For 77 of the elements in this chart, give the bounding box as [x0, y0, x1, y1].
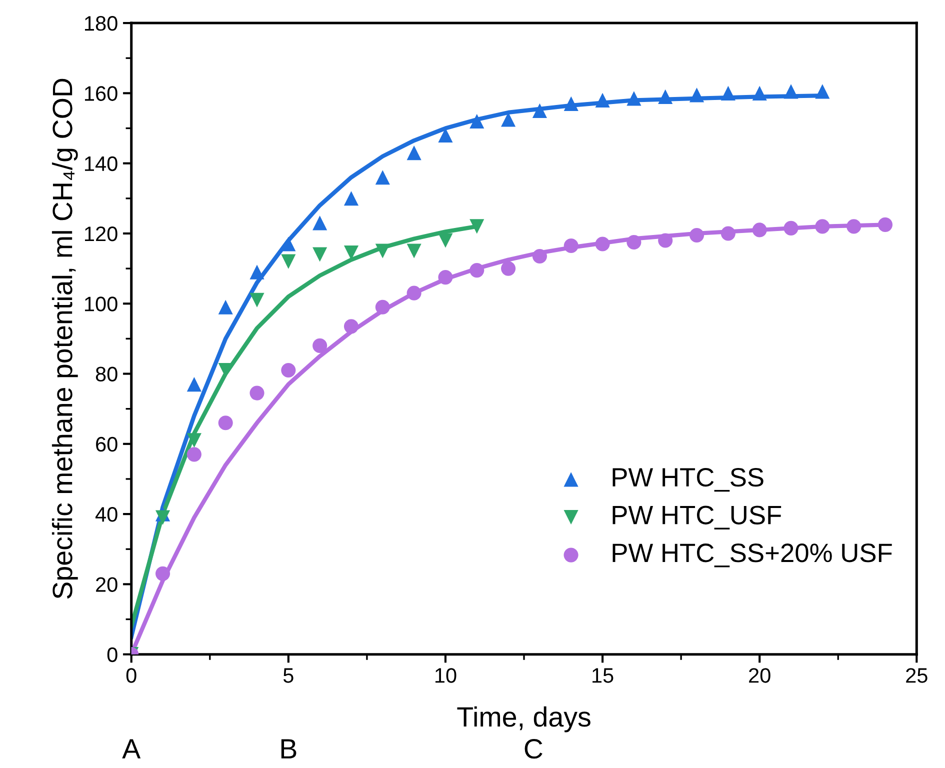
point — [186, 377, 202, 392]
point — [501, 112, 516, 127]
point — [312, 216, 328, 230]
legend-label: PW HTC_SS+20% USF — [612, 544, 892, 568]
x-axis-title: Time, days — [457, 706, 590, 732]
point — [155, 566, 170, 581]
point — [312, 338, 328, 353]
y-tick-label: 100 — [84, 296, 118, 312]
point — [658, 89, 673, 104]
point — [406, 244, 422, 258]
text: B — [281, 739, 296, 758]
point — [250, 292, 264, 308]
x-tick-label: 15 — [592, 668, 614, 683]
point — [595, 92, 610, 108]
y-tick-label: 160 — [84, 86, 118, 101]
point — [470, 263, 484, 278]
point — [186, 447, 202, 462]
point — [752, 86, 767, 100]
point — [626, 234, 642, 250]
point — [532, 248, 547, 264]
point — [281, 236, 296, 252]
point — [720, 226, 736, 241]
y-tick-label: 180 — [84, 16, 118, 31]
point — [595, 236, 610, 252]
legend-label: PW HTC_USF — [612, 506, 782, 530]
text: C — [524, 739, 542, 759]
point — [218, 416, 233, 430]
point — [564, 96, 578, 111]
point — [815, 219, 830, 234]
y-tick-label: 120 — [84, 226, 118, 242]
x-tick-label: 25 — [906, 668, 928, 683]
y-tick-label: 20 — [96, 577, 118, 592]
point — [501, 261, 516, 276]
legend-label: PW HTC_SS — [612, 468, 764, 492]
point — [406, 286, 422, 300]
point — [186, 433, 202, 448]
y-axis-title: Specific methane potential, ml CH₄/g COD — [52, 78, 78, 599]
point — [720, 86, 736, 100]
point — [815, 84, 830, 99]
point — [689, 88, 704, 102]
point — [878, 217, 893, 232]
y-tick-label: 40 — [95, 507, 118, 522]
point — [155, 510, 170, 525]
point — [375, 244, 390, 258]
point — [344, 191, 359, 206]
text: A — [122, 739, 141, 758]
point — [784, 220, 798, 236]
point — [689, 228, 704, 243]
y-tick-label: 140 — [84, 156, 118, 172]
point — [470, 114, 484, 129]
point — [218, 300, 233, 314]
point — [658, 233, 673, 248]
point — [784, 84, 798, 99]
point — [532, 103, 547, 118]
point — [470, 219, 484, 234]
x-tick-label: 10 — [435, 668, 456, 683]
y-tick-label: 80 — [96, 366, 118, 382]
point — [406, 146, 422, 160]
point — [375, 300, 390, 314]
point — [281, 362, 296, 378]
point — [846, 219, 862, 234]
point — [281, 254, 296, 269]
y-tick-label: 0 — [107, 647, 118, 662]
point — [752, 222, 767, 238]
point — [250, 386, 264, 400]
point — [438, 270, 453, 285]
point — [438, 233, 453, 248]
x-tick-label: 5 — [283, 668, 294, 683]
x-tick-label: 20 — [749, 668, 770, 683]
point — [564, 238, 578, 254]
x-tick-label: 0 — [126, 668, 136, 683]
point — [250, 264, 264, 280]
point — [344, 319, 359, 334]
point — [626, 91, 642, 106]
y-tick-label: 60 — [96, 436, 118, 452]
point — [375, 170, 390, 185]
point — [312, 247, 328, 262]
